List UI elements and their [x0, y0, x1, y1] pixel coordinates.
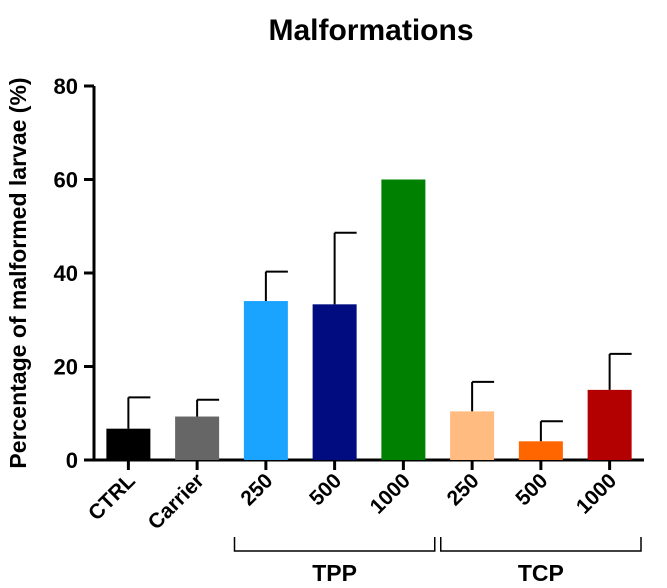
bar-0: [106, 428, 151, 460]
group-bracket-tcp: [440, 537, 642, 552]
x-tick-label: 500: [305, 469, 346, 510]
y-tick-label: 80: [54, 74, 78, 99]
x-tick-label: 250: [443, 469, 484, 510]
x-tick-label: 500: [511, 469, 552, 510]
y-ticks: 0 20 40 60 80: [54, 74, 94, 473]
y-tick-label: 20: [54, 355, 78, 380]
x-ticks: CTRL Carrier 250 500 1000 250 500 1000: [84, 460, 621, 534]
y-axis-label: Percentage of malformed larvae (%): [5, 77, 31, 468]
x-tick-label: 250: [236, 469, 277, 510]
group-label-tpp: TPP: [312, 560, 357, 586]
axes: [92, 86, 644, 462]
x-tick-label: Carrier: [144, 469, 209, 534]
bar-5: [450, 411, 495, 460]
y-tick-label: 60: [54, 168, 78, 193]
y-tick-label: 40: [54, 261, 78, 286]
x-tick-label: CTRL: [84, 469, 140, 525]
bar-7: [587, 389, 632, 460]
group-brackets: TPP TCP: [233, 537, 642, 586]
chart-title: Malformations: [268, 14, 473, 47]
group-label-tcp: TCP: [518, 560, 564, 586]
x-tick-label: 1000: [366, 469, 415, 518]
bar-2: [243, 301, 288, 460]
error-bars: [127, 231, 632, 442]
bar-3: [312, 304, 357, 460]
bar-6: [518, 441, 563, 460]
bar-4: [381, 179, 426, 460]
bars: [106, 179, 632, 460]
y-tick-label: 0: [66, 448, 78, 473]
x-tick-label: 1000: [572, 469, 621, 518]
bar-1: [175, 416, 220, 460]
group-bracket-tpp: [233, 537, 436, 552]
